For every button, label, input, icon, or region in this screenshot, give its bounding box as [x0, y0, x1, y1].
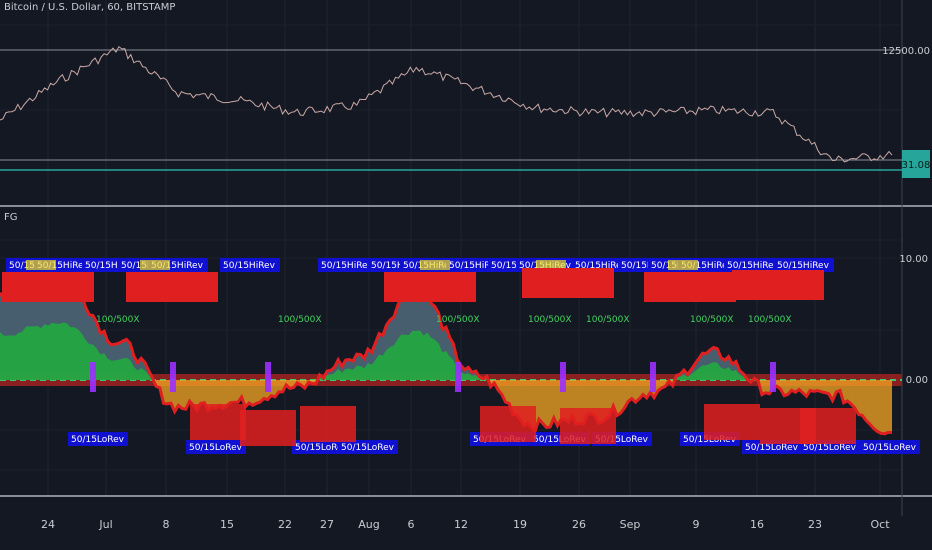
- hi-rev-label-bg: [220, 258, 280, 272]
- red-signal-box: [644, 272, 736, 302]
- hi-rev-label: 50/15HiRev: [321, 261, 374, 271]
- indicator-line: [0, 273, 893, 436]
- red-signal-box: [704, 404, 760, 440]
- red-signal-box: [126, 272, 218, 302]
- red-signal-box: [560, 408, 616, 444]
- x-tick-label: Jul: [98, 518, 112, 531]
- yellow-highlight: [140, 260, 170, 270]
- x-tick-label: 8: [163, 518, 170, 531]
- purple-spike: [650, 362, 656, 392]
- purple-spike: [170, 362, 176, 392]
- mid-label: 100/500X: [436, 315, 480, 325]
- x-tick-label: Oct: [870, 518, 890, 531]
- x-tick-label: Aug: [358, 518, 379, 531]
- purple-spike: [90, 362, 96, 392]
- indicator-title: FG: [4, 212, 18, 223]
- lo-rev-label: 50/15LoRev: [595, 435, 649, 445]
- red-signal-box: [480, 406, 536, 442]
- price-axis-label: 12500.00: [882, 46, 930, 57]
- x-tick-label: 15: [220, 518, 234, 531]
- lo-rev-label: 50/15LoRev: [295, 443, 349, 453]
- x-tick-label: 24: [41, 518, 55, 531]
- symbol-title: Bitcoin / U.S. Dollar, 60, BITSTAMP: [4, 2, 176, 13]
- mid-label: 100/500X: [748, 315, 792, 325]
- price-pane: [0, 0, 902, 205]
- lo-rev-label-bg: [186, 440, 246, 454]
- hi-rev-label: 50/15HiRev: [727, 261, 780, 271]
- red-signal-box: [240, 410, 296, 446]
- x-tick-label: 16: [750, 518, 764, 531]
- x-tick-label: 6: [408, 518, 415, 531]
- indicator-layer: [0, 273, 902, 436]
- hi-rev-label: 50/15HiRev: [85, 261, 138, 271]
- hi-rev-label: 50/15HiRev: [681, 261, 734, 271]
- yellow-highlight: [26, 260, 56, 270]
- red-signal-box: [190, 404, 246, 440]
- red-signal-box: [2, 272, 94, 302]
- x-tick-label: 19: [513, 518, 527, 531]
- x-tick-label: 23: [808, 518, 822, 531]
- hi-rev-label: 50/15HiRev: [621, 261, 674, 271]
- lo-rev-label: 50/15LoRev: [71, 435, 125, 445]
- lo-rev-label: 50/15LoRev: [745, 443, 799, 453]
- hi-rev-label-bg: [318, 258, 378, 272]
- mid-label: 100/500X: [528, 315, 572, 325]
- x-tick-label: 27: [320, 518, 334, 531]
- lo-rev-label-bg: [338, 440, 398, 454]
- red-signal-box: [732, 270, 824, 300]
- lo-rev-label: 50/15LoRev: [189, 443, 243, 453]
- x-tick-label: 22: [278, 518, 292, 531]
- yellow-highlight: [420, 260, 450, 270]
- red-signal-box: [384, 272, 476, 302]
- x-tick-label: Sep: [620, 518, 641, 531]
- hi-rev-label: 50/15HiRev: [151, 261, 204, 271]
- lo-rev-label: 50/15LoRev: [341, 443, 395, 453]
- price-line: [0, 45, 893, 163]
- hi-rev-label: 50/15HiRev: [449, 261, 502, 271]
- lo-rev-label-bg: [860, 440, 920, 454]
- mid-label: 100/500X: [586, 315, 630, 325]
- indicator-axis-top: 10.00: [899, 254, 928, 265]
- purple-spike: [265, 362, 271, 392]
- hi-rev-label: 50/15HiRev: [371, 261, 424, 271]
- lo-rev-label: 50/15LoRev: [533, 435, 587, 445]
- yellow-highlight: [668, 260, 698, 270]
- purple-spike: [560, 362, 566, 392]
- lo-rev-label-bg: [292, 440, 352, 454]
- hi-rev-label: 50/15HiRev: [575, 261, 628, 271]
- hi-rev-label-bg: [724, 258, 784, 272]
- axis-layer: 12500.00 31.08 10.00 0.00 24 Jul 8 15 22 27 Aug 6 12…: [41, 46, 930, 531]
- lo-rev-label: 50/15LoRev: [863, 443, 917, 453]
- lo-rev-label: 50/15LoRev: [803, 443, 857, 453]
- price-layer: [0, 45, 902, 171]
- red-signal-box: [300, 406, 356, 442]
- hi-rev-label: 50/15HiRev: [37, 261, 90, 271]
- hi-rev-label: 50/15HiRev: [223, 261, 276, 271]
- x-tick-label: 12: [454, 518, 468, 531]
- mid-label: 100/500X: [690, 315, 734, 325]
- x-tick-label: 9: [693, 518, 700, 531]
- indicator-axis-zero: 0.00: [906, 375, 928, 386]
- positive-inner-area: [0, 322, 892, 380]
- hi-rev-label: 50/15HiRev: [777, 261, 830, 271]
- mid-label: 100/500X: [96, 315, 140, 325]
- red-signal-box: [800, 408, 856, 444]
- mid-label: 100/500X: [278, 315, 322, 325]
- negative-area: [0, 380, 892, 434]
- purple-spike: [455, 362, 461, 392]
- red-signal-box: [522, 268, 614, 298]
- yellow-highlight: [536, 260, 566, 270]
- purple-spike: [770, 362, 776, 392]
- hi-rev-label-bg: [774, 258, 834, 272]
- x-tick-label: 26: [572, 518, 586, 531]
- price-badge-bg: [902, 150, 930, 178]
- price-badge: 31.08: [902, 160, 931, 171]
- lo-rev-label-bg: [68, 432, 128, 446]
